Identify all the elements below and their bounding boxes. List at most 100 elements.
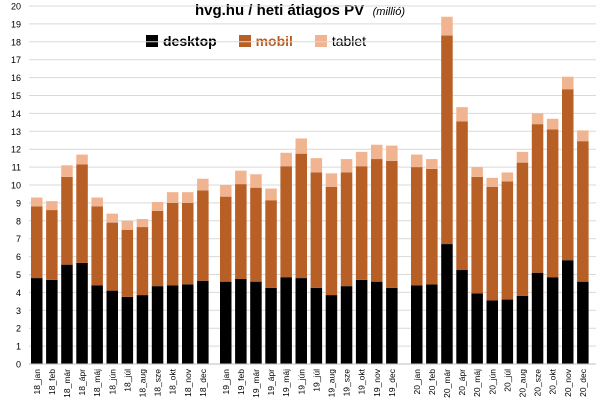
bar-mobil — [546, 129, 559, 278]
bar-desktop — [46, 279, 58, 364]
bar-desktop — [426, 284, 438, 364]
bar-desktop — [531, 272, 544, 364]
y-tick-label: 15 — [11, 91, 21, 101]
bar-mobil — [265, 200, 277, 288]
y-tick-label: 17 — [11, 55, 21, 65]
y-tick-label: 11 — [12, 163, 21, 173]
bar-tablet — [456, 107, 468, 122]
bar-tablet — [516, 151, 529, 163]
bar-tablet — [501, 172, 514, 182]
bar-tablet — [182, 192, 194, 203]
bar-mobil — [106, 222, 118, 291]
bar-desktop — [546, 277, 559, 364]
bar-tablet — [386, 145, 398, 161]
bar-mobil — [182, 202, 194, 285]
bar-desktop — [182, 284, 194, 364]
chart-subtitle: (millió) — [372, 6, 406, 18]
bar-desktop — [220, 281, 232, 364]
bar-desktop — [456, 270, 468, 364]
x-tick-label: 18_júl — [122, 369, 132, 392]
bar-tablet — [46, 201, 58, 211]
x-tick-label: 18_jún — [107, 369, 117, 395]
bar-mobil — [531, 124, 544, 273]
x-tick-label: 19_már — [251, 369, 261, 398]
x-tick-label: 20_júl — [502, 369, 512, 392]
bar-mobil — [562, 89, 574, 261]
legend-swatch-desktop — [146, 35, 158, 47]
bar-mobil — [310, 172, 323, 288]
bar-mobil — [426, 168, 438, 285]
bar-desktop — [501, 299, 514, 364]
y-tick-label: 7 — [16, 234, 21, 244]
bar-tablet — [546, 118, 559, 130]
x-tick-label: 20_már — [442, 369, 452, 398]
x-tick-label: 18_feb — [47, 369, 57, 395]
bar-tablet — [562, 76, 574, 90]
bar-tablet — [531, 113, 544, 125]
legend-label-desktop: desktop — [163, 33, 217, 49]
x-tick-label: 20_jan — [412, 369, 422, 395]
x-tick-label: 20_feb — [427, 369, 437, 395]
bar-tablet — [265, 188, 277, 201]
bar-mobil — [325, 186, 338, 296]
x-tick-label: 18_ápr — [77, 369, 87, 396]
bar-tablet — [106, 213, 118, 223]
bar-desktop — [577, 281, 589, 364]
y-tick-label: 12 — [11, 145, 21, 155]
bar-mobil — [411, 167, 423, 286]
x-tick-label: 19_ápr — [266, 369, 276, 396]
x-tick-label: 18_jan — [32, 369, 42, 395]
x-tick-label: 19_okt — [357, 368, 367, 394]
x-tick-label: 20_máj — [472, 369, 482, 397]
x-tick-label: 19_sze — [342, 369, 352, 397]
bar-desktop — [61, 264, 73, 364]
bar-desktop — [250, 281, 262, 364]
bar-desktop — [235, 278, 247, 364]
bar-desktop — [136, 295, 149, 364]
legend-item-mobil: mobil — [238, 33, 293, 49]
x-tick-label: 18_aug — [137, 369, 147, 398]
x-tick-label: 20_okt — [548, 368, 558, 394]
bar-mobil — [386, 160, 398, 288]
legend-label-mobil: mobil — [255, 33, 293, 49]
bar-mobil — [441, 35, 453, 245]
bar-tablet — [235, 170, 247, 185]
bar-tablet — [220, 185, 232, 197]
x-tick-label: 20_sze — [533, 369, 543, 397]
bar-desktop — [411, 285, 423, 364]
bar-tablet — [371, 144, 383, 160]
bar-desktop — [310, 287, 323, 364]
legend-swatch-mobil — [238, 35, 251, 47]
x-tick-label: 20_dec — [578, 368, 588, 397]
bar-desktop — [386, 287, 398, 364]
bar-mobil — [121, 229, 134, 297]
x-tick-label: 19_jan — [221, 369, 231, 395]
bar-mobil — [220, 196, 232, 282]
x-tick-label: 18_nov — [183, 368, 193, 397]
y-tick-label: 3 — [16, 306, 21, 316]
bar-mobil — [136, 227, 149, 296]
bar-tablet — [197, 178, 209, 191]
bar-tablet — [151, 202, 164, 211]
bar-mobil — [577, 141, 589, 282]
legend-item-desktop: desktop — [146, 33, 217, 49]
legend-item-tablet: tablet — [314, 33, 366, 49]
y-tick-label: 4 — [16, 288, 21, 298]
bar-desktop — [340, 286, 353, 364]
y-tick-label: 14 — [11, 109, 21, 119]
bar-tablet — [340, 159, 353, 173]
bar-tablet — [577, 130, 589, 142]
x-tick-label: 18_okt — [168, 368, 178, 394]
bar-desktop — [76, 262, 88, 364]
bar-tablet — [325, 173, 338, 187]
bar-mobil — [456, 121, 468, 271]
x-tick-label: 19_aug — [326, 369, 336, 398]
x-tick-label: 20_nov — [563, 368, 573, 397]
bar-mobil — [371, 159, 383, 282]
bar-tablet — [471, 167, 483, 177]
y-tick-label: 6 — [16, 252, 21, 262]
bar-desktop — [562, 260, 574, 364]
x-tick-label: 18_sze — [153, 369, 163, 397]
bar-desktop — [355, 279, 368, 364]
x-tick-label: 18_már — [62, 369, 72, 398]
